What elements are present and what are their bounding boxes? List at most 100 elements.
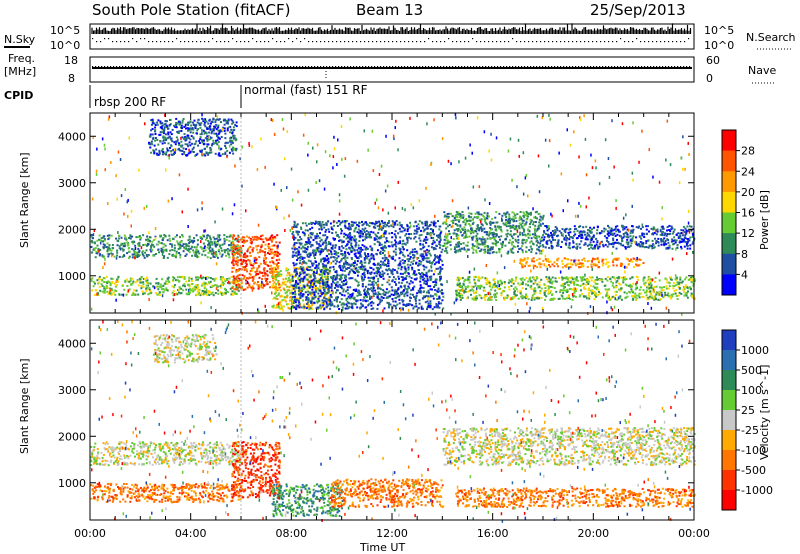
nave-dot <box>644 66 646 68</box>
data-cell <box>297 290 300 292</box>
data-cell <box>437 301 440 303</box>
nave-dot <box>407 66 409 68</box>
data-cell <box>310 221 313 224</box>
data-cell <box>106 290 109 293</box>
data-cell <box>316 301 319 304</box>
data-cell <box>228 244 230 247</box>
data-cell <box>205 120 208 123</box>
data-cell <box>149 290 152 293</box>
data-cell <box>382 252 384 254</box>
data-cell <box>318 244 321 247</box>
data-cell <box>145 290 148 293</box>
data-cell <box>360 250 362 253</box>
data-cell <box>154 235 157 238</box>
data-cell <box>282 287 285 290</box>
data-cell <box>116 254 119 257</box>
nsearch-dot <box>320 41 322 43</box>
data-cell <box>298 304 301 307</box>
data-cell <box>208 294 211 296</box>
data-cell <box>348 272 351 274</box>
data-cell <box>217 292 220 295</box>
data-cell <box>172 290 175 292</box>
data-cell <box>160 247 163 250</box>
data-cell <box>461 296 464 299</box>
data-cell <box>190 135 193 138</box>
data-cell <box>196 290 199 293</box>
data-cell <box>318 228 321 231</box>
data-cell <box>341 269 344 272</box>
data-cell <box>267 243 270 245</box>
nave-dot <box>383 66 385 68</box>
data-cell <box>398 262 401 265</box>
data-cell <box>400 268 403 271</box>
data-cell <box>104 277 107 280</box>
data-cell <box>184 136 187 139</box>
data-cell <box>353 221 356 224</box>
data-cell <box>201 253 204 256</box>
nsearch-dot <box>168 41 170 43</box>
data-cell <box>167 127 169 130</box>
data-cell <box>298 287 301 290</box>
data-cell <box>304 261 307 264</box>
data-cell <box>417 223 420 226</box>
data-cell <box>149 236 152 239</box>
data-cell <box>354 245 357 248</box>
data-cell <box>153 144 156 147</box>
data-cell <box>207 122 210 125</box>
data-cell <box>246 286 249 289</box>
data-cell <box>102 247 105 250</box>
data-cell <box>353 296 356 299</box>
data-cell <box>274 287 277 290</box>
data-cell <box>583 287 585 290</box>
data-cell <box>406 230 409 233</box>
data-cell <box>254 281 257 284</box>
data-cell <box>408 275 411 278</box>
nsearch-dot <box>640 41 642 43</box>
nave-dot <box>221 66 223 68</box>
data-cell <box>422 243 424 246</box>
data-cell <box>367 288 370 291</box>
data-cell <box>440 230 443 233</box>
data-cell <box>207 244 210 247</box>
data-cell <box>348 237 351 240</box>
data-cell <box>342 266 345 269</box>
data-cell <box>378 293 381 295</box>
data-cell <box>279 289 282 292</box>
data-cell <box>431 295 434 298</box>
data-cell <box>684 278 687 281</box>
data-cell <box>282 305 285 308</box>
data-cell <box>173 277 176 280</box>
data-cell <box>550 290 552 293</box>
data-cell <box>151 240 154 243</box>
data-cell <box>307 265 310 268</box>
data-cell <box>425 238 428 241</box>
data-cell <box>199 126 202 129</box>
data-cell <box>330 283 333 286</box>
data-cell <box>210 252 213 255</box>
data-cell <box>350 236 353 239</box>
data-cell <box>237 240 240 243</box>
data-cell <box>386 222 389 225</box>
data-cell <box>142 250 145 253</box>
nave-dot <box>200 66 202 68</box>
data-cell <box>437 261 440 264</box>
data-cell <box>324 245 327 248</box>
data-cell <box>209 128 212 131</box>
data-cell <box>398 302 401 305</box>
nave-dot <box>314 66 316 68</box>
data-cell <box>133 289 136 292</box>
data-cell <box>99 253 102 256</box>
data-cell <box>353 253 356 256</box>
data-cell <box>188 287 191 290</box>
nave-dot <box>131 66 133 68</box>
nave-dot <box>374 66 376 68</box>
data-cell <box>441 260 444 263</box>
data-cell <box>138 235 141 237</box>
data-cell <box>588 292 591 294</box>
data-cell <box>425 271 428 274</box>
data-cell <box>403 255 406 258</box>
data-cell <box>201 141 204 144</box>
nave-dot <box>623 66 625 68</box>
nsearch-dot <box>296 38 298 40</box>
